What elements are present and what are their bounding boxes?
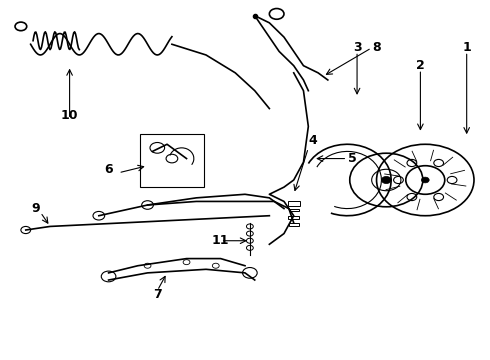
Circle shape [381, 176, 391, 184]
Text: 7: 7 [153, 288, 162, 301]
Text: 10: 10 [61, 109, 78, 122]
Bar [140, 134, 203, 187]
Bar [288, 216, 299, 219]
Text: 6: 6 [104, 163, 113, 176]
Bar [289, 208, 298, 211]
Text: 9: 9 [31, 202, 40, 215]
Text: 11: 11 [212, 234, 229, 247]
Bar [288, 202, 300, 206]
Text: 1: 1 [462, 41, 471, 54]
Circle shape [421, 177, 429, 183]
Text: 2: 2 [416, 59, 425, 72]
Text: 5: 5 [348, 152, 357, 165]
Text: 4: 4 [309, 134, 318, 147]
Bar [289, 223, 298, 226]
Text: 8: 8 [372, 41, 381, 54]
Text: 3: 3 [353, 41, 361, 54]
